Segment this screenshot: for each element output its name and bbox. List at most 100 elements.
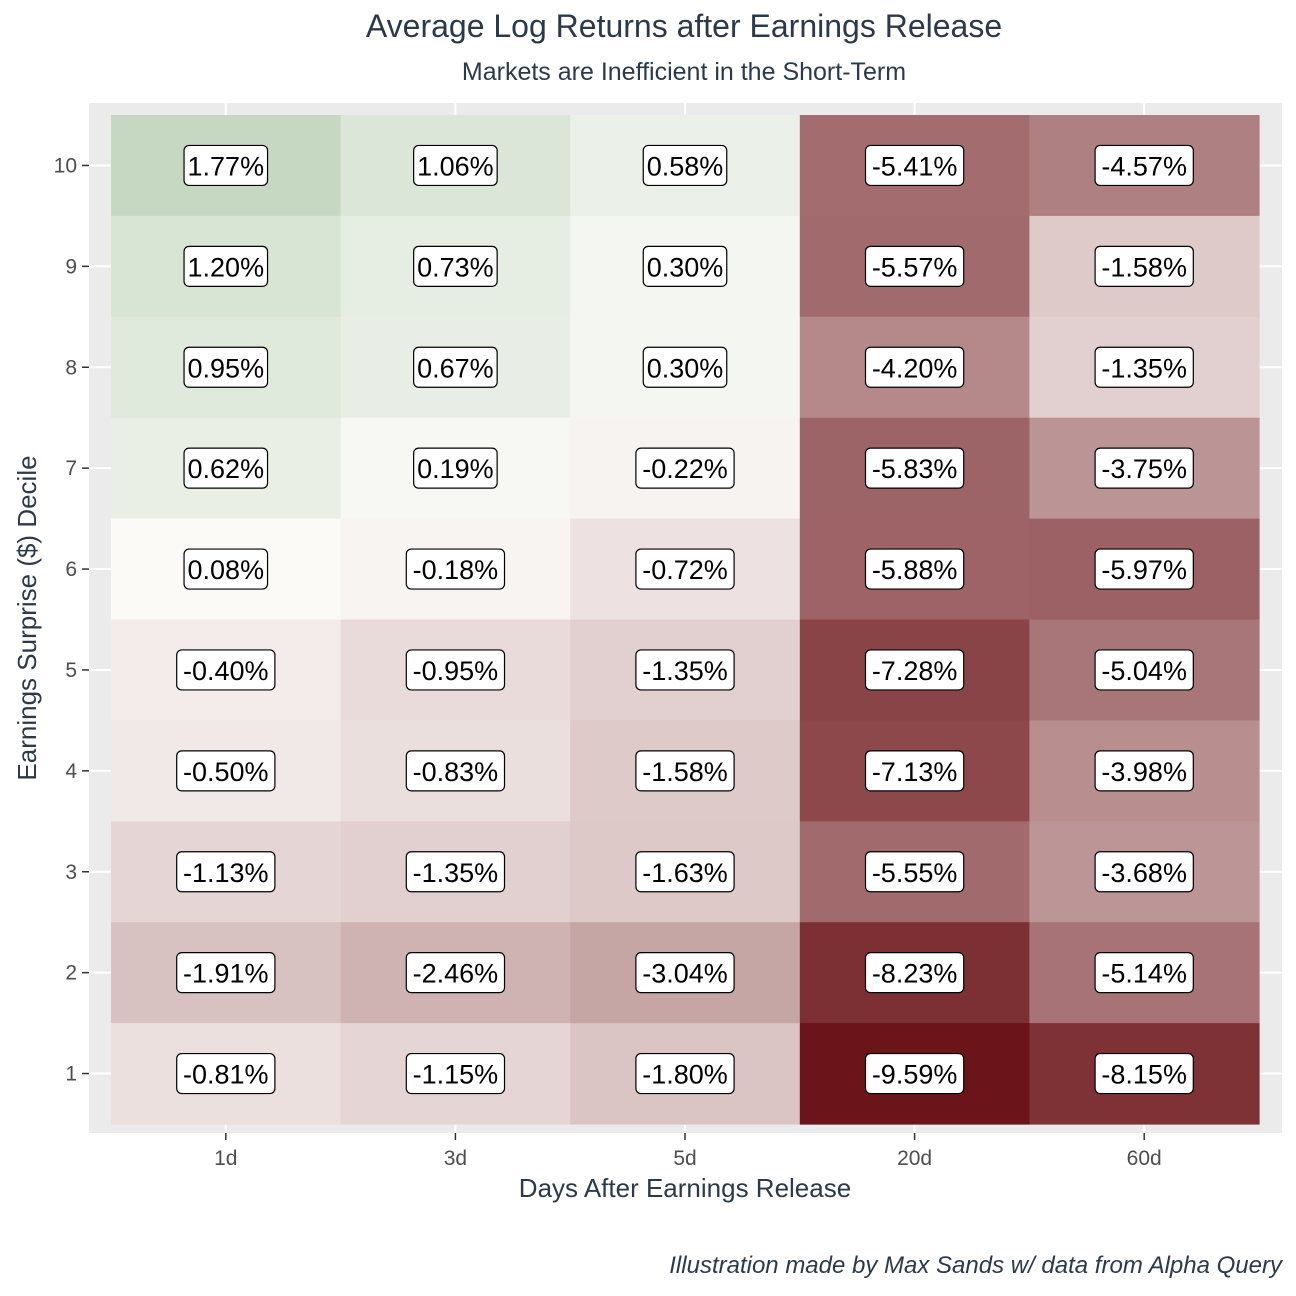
cell-label: -0.40% bbox=[183, 656, 269, 686]
cell-label: -1.80% bbox=[642, 1060, 728, 1090]
cell-label: -1.35% bbox=[413, 858, 499, 888]
cell-label: 0.95% bbox=[188, 353, 265, 383]
cell-label: 0.67% bbox=[417, 353, 494, 383]
cell-label: -0.72% bbox=[642, 555, 728, 585]
cell-label-box bbox=[1094, 144, 1194, 187]
cell-label: 0.19% bbox=[417, 454, 494, 484]
x-tick-label: 3d bbox=[444, 1147, 467, 1170]
x-tick-label: 20d bbox=[897, 1147, 932, 1170]
cell-label-box bbox=[864, 144, 965, 187]
cell-label-box bbox=[405, 952, 506, 994]
x-tick-label: 60d bbox=[1127, 1147, 1162, 1170]
cell-label: -9.59% bbox=[872, 1060, 958, 1090]
cell-label-box bbox=[176, 750, 276, 792]
cell-label-box bbox=[405, 851, 506, 893]
cell-label: 1.06% bbox=[417, 151, 494, 181]
cell-label: -1.13% bbox=[183, 858, 269, 888]
cell-label: -8.15% bbox=[1101, 1060, 1187, 1090]
cell-label-box bbox=[183, 144, 269, 187]
cell-label: -1.58% bbox=[642, 757, 728, 787]
cell-label-box bbox=[413, 245, 498, 287]
cell-label-box bbox=[1094, 447, 1194, 489]
cell-label-box bbox=[864, 245, 965, 287]
cell-label-box bbox=[183, 245, 269, 287]
cell-label-box bbox=[642, 144, 728, 187]
cell-label: 0.30% bbox=[647, 252, 724, 282]
cell-label: -8.23% bbox=[872, 959, 958, 989]
cell-label-box bbox=[864, 1052, 965, 1095]
cell-label-box bbox=[183, 548, 269, 590]
axes: 1d 3d 5d 20d 60d 10 9 8 7 6 5 4 3 2 1 bbox=[54, 154, 1162, 1170]
y-axis-title: Earnings Surprise ($) Decile bbox=[12, 455, 42, 780]
chart-subtitle: Markets are Inefficient in the Short-Ter… bbox=[461, 58, 907, 86]
cell-label: -1.63% bbox=[642, 858, 728, 888]
x-axis-title: Days After Earnings Release bbox=[519, 1173, 851, 1203]
cell-label: 1.20% bbox=[188, 252, 265, 282]
cell-label-box bbox=[1094, 245, 1194, 287]
y-tick-label: 1 bbox=[65, 1063, 77, 1086]
cell-label: -1.91% bbox=[183, 959, 269, 989]
cell-label: -1.35% bbox=[1101, 353, 1187, 383]
cell-label-box bbox=[413, 447, 498, 489]
y-tick-label: 9 bbox=[65, 255, 77, 278]
cell-label-box bbox=[635, 548, 735, 590]
chart-caption: Illustration made by Max Sands w/ data f… bbox=[669, 1252, 1282, 1279]
cell-label: 0.73% bbox=[417, 252, 494, 282]
cell-label: -0.81% bbox=[183, 1060, 269, 1090]
y-tick-label: 3 bbox=[65, 861, 77, 884]
cell-label-box bbox=[413, 346, 498, 388]
cell-label: -1.35% bbox=[642, 656, 728, 686]
cell-label: -2.46% bbox=[413, 959, 499, 989]
cell-label-box bbox=[635, 1052, 735, 1095]
cell-label-box bbox=[405, 649, 506, 691]
cell-label-box bbox=[635, 447, 735, 489]
y-tick-label: 2 bbox=[65, 962, 77, 985]
cell-label: -0.95% bbox=[413, 656, 499, 686]
cell-label: -3.75% bbox=[1101, 454, 1187, 484]
cell-label: 0.08% bbox=[188, 555, 265, 585]
cell-label: -1.15% bbox=[413, 1060, 499, 1090]
chart-title: Average Log Returns after Earnings Relea… bbox=[365, 8, 1003, 44]
cell-label: -4.20% bbox=[872, 353, 958, 383]
cell-label-box bbox=[635, 750, 735, 792]
cell-label-box bbox=[864, 750, 965, 792]
cell-label: 0.62% bbox=[188, 454, 265, 484]
cell-label: -5.83% bbox=[872, 454, 958, 484]
cell-label: -0.18% bbox=[413, 555, 499, 585]
cell-label-box bbox=[864, 649, 965, 691]
cell-label-box bbox=[183, 447, 269, 489]
cell-label-box bbox=[1094, 649, 1194, 691]
cell-label: -5.04% bbox=[1101, 656, 1187, 686]
x-tick-label: 5d bbox=[673, 1147, 696, 1170]
cell-label-box bbox=[183, 346, 269, 388]
cell-label: -3.68% bbox=[1101, 858, 1187, 888]
cell-label: -5.41% bbox=[872, 151, 958, 181]
cell-label-box bbox=[176, 952, 276, 994]
y-tick-label: 4 bbox=[65, 760, 77, 783]
cell-label: 0.58% bbox=[647, 151, 724, 181]
cell-label: -0.22% bbox=[642, 454, 728, 484]
cell-label: -0.50% bbox=[183, 757, 269, 787]
cell-label-box bbox=[864, 346, 965, 388]
cell-label-box bbox=[864, 851, 965, 893]
cell-label-box bbox=[1094, 750, 1194, 792]
cell-label-box bbox=[405, 750, 506, 792]
y-tick-label: 5 bbox=[65, 659, 77, 682]
cell-label-box bbox=[1094, 346, 1194, 388]
cell-label-box bbox=[642, 245, 728, 287]
cell-label-box bbox=[635, 952, 735, 994]
cell-label: -5.14% bbox=[1101, 959, 1187, 989]
cell-label-box bbox=[405, 548, 506, 590]
heatmap-chart: 1.77% 1.06% 0.58% -5.41% -4.57% 1.20% 0.73% 0.3… bbox=[12, 103, 1282, 1203]
cell-labels: 1.77% 1.06% 0.58% -5.41% -4.57% 1.20% 0.73% 0.3… bbox=[176, 144, 1194, 1095]
cell-label: -1.58% bbox=[1101, 252, 1187, 282]
x-tick-label: 1d bbox=[214, 1147, 237, 1170]
y-tick-label: 10 bbox=[54, 154, 77, 177]
cell-label-box bbox=[1094, 1052, 1194, 1095]
cell-label: -7.13% bbox=[872, 757, 958, 787]
cell-label-box bbox=[1094, 952, 1194, 994]
cell-label: -5.57% bbox=[872, 252, 958, 282]
cell-label-box bbox=[864, 548, 965, 590]
cell-label: 0.30% bbox=[647, 353, 724, 383]
cell-label: -5.88% bbox=[872, 555, 958, 585]
